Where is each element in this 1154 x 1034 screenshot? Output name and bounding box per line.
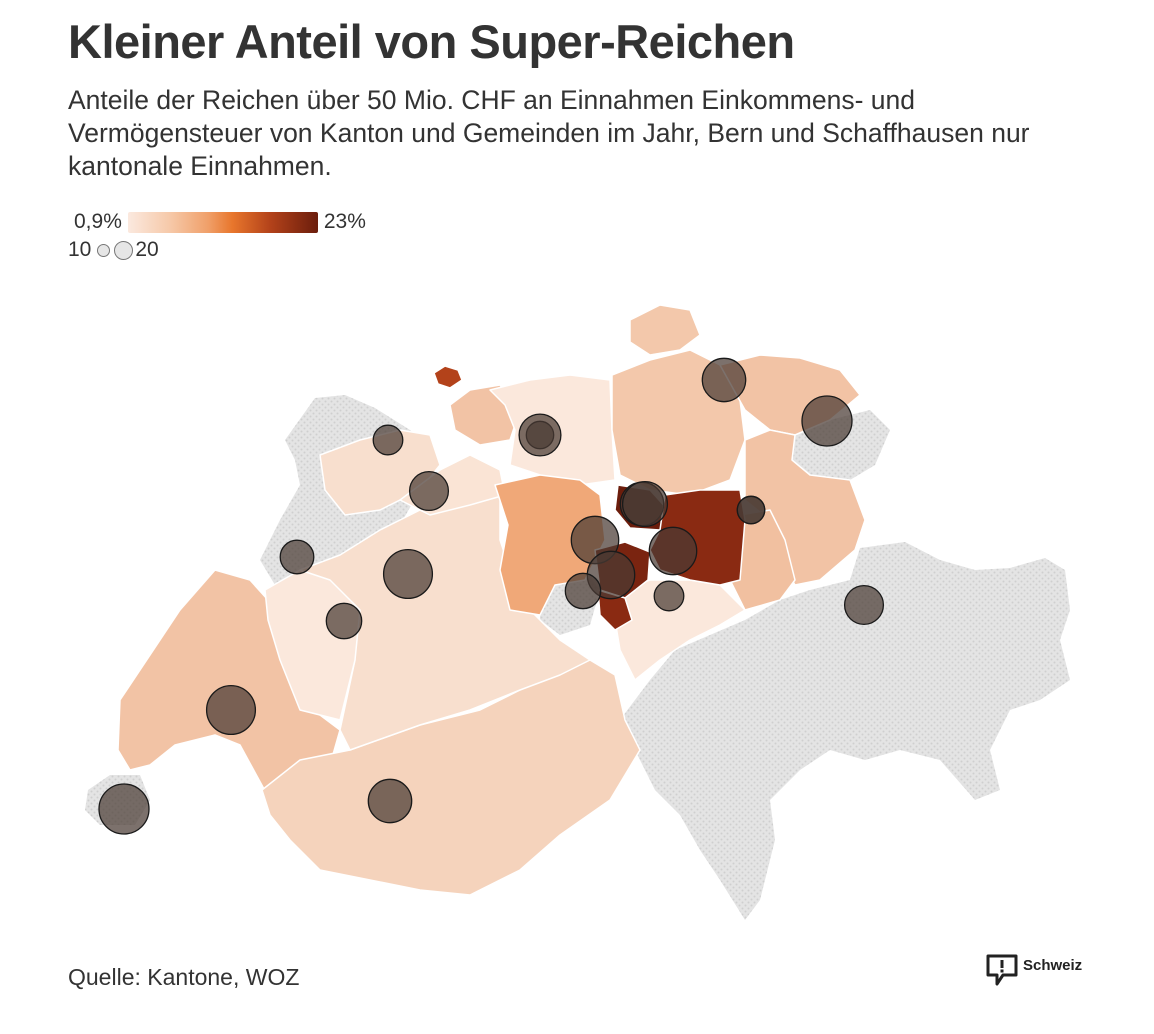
bubble-geneve <box>98 783 150 835</box>
bubble-fribourg <box>325 602 363 640</box>
bubble-vaud <box>205 684 257 736</box>
region-glarus <box>729 509 796 611</box>
speech-bubble-icon <box>986 954 1018 986</box>
bubble-glarus <box>736 495 766 525</box>
bubble-jura <box>372 424 404 456</box>
bubble-solothurn <box>408 470 450 512</box>
bubble-zurich <box>801 395 853 447</box>
bubble-bern <box>382 548 434 600</box>
region-schaffhausen <box>629 304 701 356</box>
bubble-aargau <box>518 413 562 457</box>
color-legend-max: 23% <box>323 210 366 233</box>
chart-title: Kleiner Anteil von Super-Reichen <box>68 15 795 68</box>
source-note: Quelle: Kantone, WOZ <box>68 964 300 990</box>
size-legend-min: 10 <box>68 238 92 261</box>
bubbles <box>98 357 885 835</box>
legend: 0,9% 23% 10 20 <box>68 208 366 264</box>
bubble-neuchatel <box>279 539 315 575</box>
size-legend-large-circle <box>114 240 134 260</box>
bubble-nidwalden <box>621 480 669 528</box>
size-legend-max: 20 <box>135 238 159 261</box>
bubble-schaffhausen <box>701 357 747 403</box>
color-gradient <box>127 211 318 233</box>
region-uri <box>614 579 746 681</box>
brand-label: Schweiz <box>1023 957 1083 974</box>
switzerland-map <box>85 304 1070 920</box>
size-legend-small-circle <box>97 243 111 257</box>
region-valais <box>261 659 641 896</box>
size-legend: 10 20 <box>68 236 366 264</box>
canton-regions <box>117 304 866 896</box>
bubble-luzern <box>648 526 698 576</box>
chart-subtitle: Anteile der Reichen über 50 Mio. CHF an … <box>68 85 1030 181</box>
bubble-graubunden <box>843 584 885 626</box>
brand-logo: Schweiz <box>985 953 1082 987</box>
bubble-valais <box>367 778 413 824</box>
color-legend: 0,9% 23% <box>68 208 366 236</box>
no-data-southeast <box>620 542 1070 920</box>
bubble-uri <box>653 580 685 612</box>
region-basel-stadt <box>433 365 463 389</box>
color-legend-min: 0,9% <box>74 210 122 233</box>
bubble-obwalden <box>564 572 602 610</box>
